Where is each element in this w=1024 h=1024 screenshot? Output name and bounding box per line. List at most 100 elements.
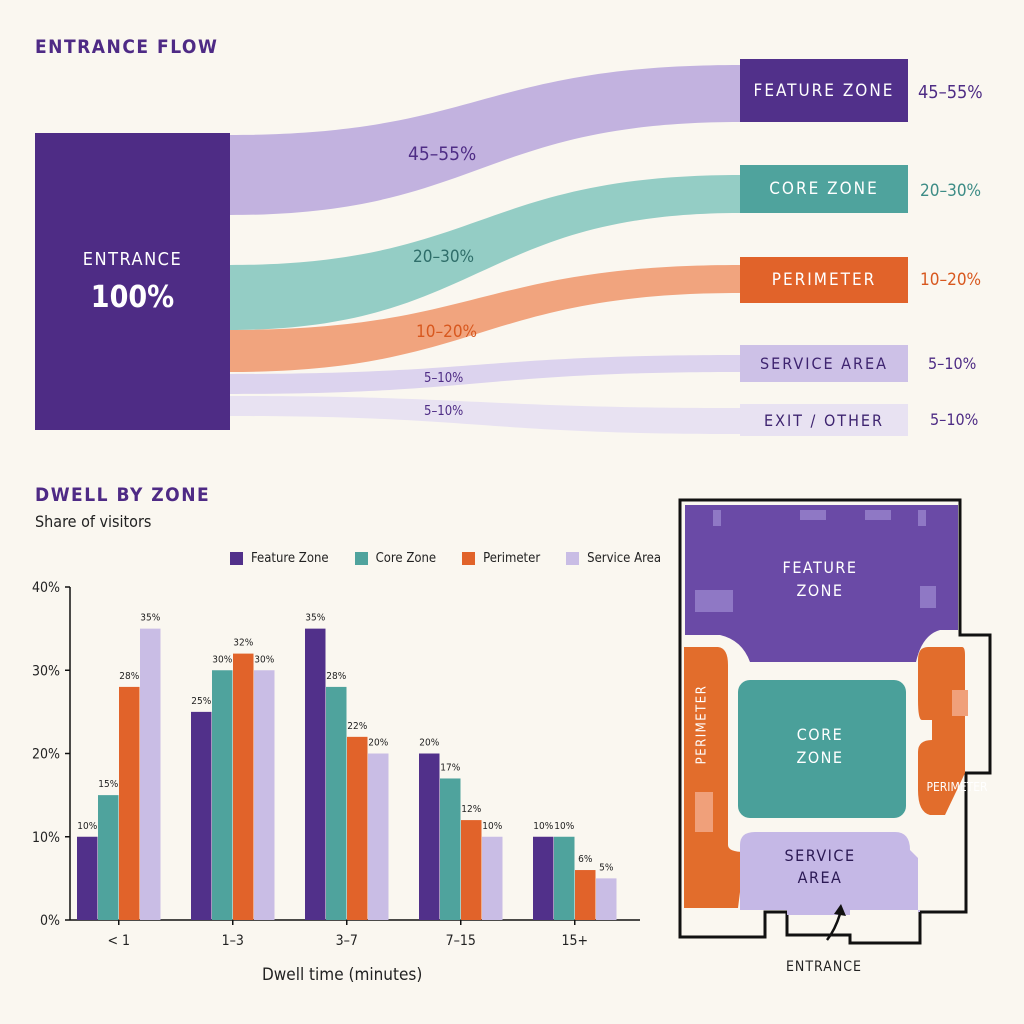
bar-value-label: 22% [347, 721, 367, 732]
flow-band-core [230, 175, 740, 330]
bar-value-label: 5% [599, 862, 614, 873]
entrance-arrow [826, 913, 842, 941]
legend-label: Core Zone [375, 551, 437, 566]
floorplan-perimeter-left [684, 647, 745, 908]
bar-1-0 [98, 795, 119, 920]
floorplan-perimeter-right [918, 647, 965, 815]
floorplan-perimeter-left-label: PERIMETER [694, 684, 710, 765]
legend-item-feature: Feature Zone [230, 551, 329, 566]
dwell-subtitle: Share of visitors [35, 512, 152, 531]
legend-swatch [566, 552, 580, 565]
floorplan-outer-wall [678, 498, 992, 945]
bar-3-4 [596, 878, 617, 920]
bar-value-label: 28% [119, 671, 139, 682]
target-share-exit: 5–10% [930, 410, 979, 429]
bar-value-label: 30% [212, 654, 232, 665]
entrance-source-node: ENTRANCE 100% [35, 133, 230, 430]
target-core-zone: CORE ZONE [740, 165, 908, 213]
chart-legend: Feature Zone Core Zone Perimeter Service… [230, 551, 661, 566]
legend-item-service: Service Area [566, 551, 661, 566]
bar-2-1 [233, 653, 254, 920]
bar-3-2 [368, 753, 389, 920]
bar-value-label: 20% [368, 738, 388, 749]
legend-swatch [462, 552, 476, 565]
bar-3-1 [254, 670, 275, 920]
floorplan-service-label: SERVICE AREA [784, 846, 856, 887]
band-label-core: 20–30% [413, 247, 475, 267]
bar-value-label: 15% [98, 779, 118, 790]
flow-band-service [230, 355, 740, 394]
bar-0-0 [77, 836, 98, 920]
bar-1-1 [212, 670, 233, 920]
y-tick-label: 20% [32, 747, 60, 763]
legend-label: Feature Zone [251, 551, 329, 566]
dwell-bar-chart: 0%10%20%30%40%10%15%28%35%< 125%30%32%30… [32, 580, 640, 949]
y-tick-label: 30% [32, 663, 60, 679]
x-tick-label: 1–3 [222, 933, 244, 949]
band-label-perimeter: 10–20% [416, 322, 478, 342]
y-tick-label: 0% [40, 913, 60, 929]
bar-value-label: 35% [305, 613, 325, 624]
bar-3-0 [140, 628, 161, 920]
floorplan-core-zone [738, 680, 906, 818]
flow-title: ENTRANCE FLOW [35, 36, 219, 58]
target-exit-other: EXIT / OTHER [740, 404, 908, 436]
flow-band-perimeter [230, 265, 740, 372]
bar-0-3 [419, 753, 440, 920]
source-value: 100% [90, 279, 175, 315]
band-label-feature: 45–55% [408, 143, 477, 165]
bar-value-label: 25% [191, 696, 211, 707]
bar-0-2 [305, 628, 326, 920]
bar-0-1 [191, 711, 212, 920]
y-tick-label: 40% [32, 580, 60, 596]
legend-label: Perimeter [483, 551, 541, 566]
bar-value-label: 17% [440, 762, 460, 773]
floorplan-service-area [740, 832, 920, 915]
bar-2-4 [575, 870, 596, 920]
floorplan-perimeter-right-label: PERIMETER [926, 780, 988, 794]
source-name: ENTRANCE [82, 248, 183, 270]
dwell-title: DWELL BY ZONE [35, 484, 211, 506]
bar-value-label: 10% [554, 821, 574, 832]
target-share-feature: 45–55% [918, 82, 983, 103]
bar-2-2 [347, 736, 368, 920]
target-share-core: 20–30% [920, 181, 982, 201]
bar-value-label: 12% [461, 804, 481, 815]
legend-label: Service Area [587, 551, 661, 566]
bar-value-label: 10% [482, 821, 502, 832]
target-share-perimeter: 10–20% [920, 270, 982, 290]
x-tick-label: 7–15 [446, 933, 476, 949]
bar-1-4 [554, 836, 575, 920]
y-tick-label: 10% [32, 830, 60, 846]
bar-2-3 [461, 820, 482, 920]
bar-value-label: 6% [578, 854, 593, 865]
flow-band-feature [230, 65, 740, 215]
flow-band-exit [230, 396, 740, 434]
bar-3-3 [482, 836, 503, 920]
floorplan-entrance-label: ENTRANCE [785, 959, 863, 975]
bar-2-0 [119, 686, 140, 920]
x-tick-label: < 1 [107, 933, 130, 949]
bar-value-label: 28% [326, 671, 346, 682]
bar-value-label: 10% [533, 821, 553, 832]
flow-bands [230, 65, 740, 434]
legend-item-core: Core Zone [354, 551, 437, 566]
band-label-exit: 5–10% [424, 404, 464, 419]
bar-value-label: 30% [254, 654, 274, 665]
legend-swatch [230, 552, 243, 565]
band-label-service: 5–10% [424, 371, 464, 386]
bar-value-label: 35% [140, 613, 160, 624]
legend-swatch [354, 552, 368, 565]
x-tick-label: 3–7 [336, 933, 358, 949]
target-share-service: 5–10% [928, 354, 977, 373]
legend-item-perimeter: Perimeter [462, 551, 540, 566]
bar-1-2 [326, 686, 347, 920]
target-perimeter: PERIMETER [740, 257, 908, 303]
floorplan-core-label: CORE ZONE [796, 725, 844, 767]
bar-0-4 [533, 836, 554, 920]
x-axis-label: Dwell time (minutes) [262, 965, 423, 985]
bar-1-3 [440, 778, 461, 920]
target-service-area: SERVICE AREA [740, 345, 908, 382]
floorplan-feature-zone [685, 505, 958, 662]
target-feature-zone: FEATURE ZONE [740, 59, 908, 122]
